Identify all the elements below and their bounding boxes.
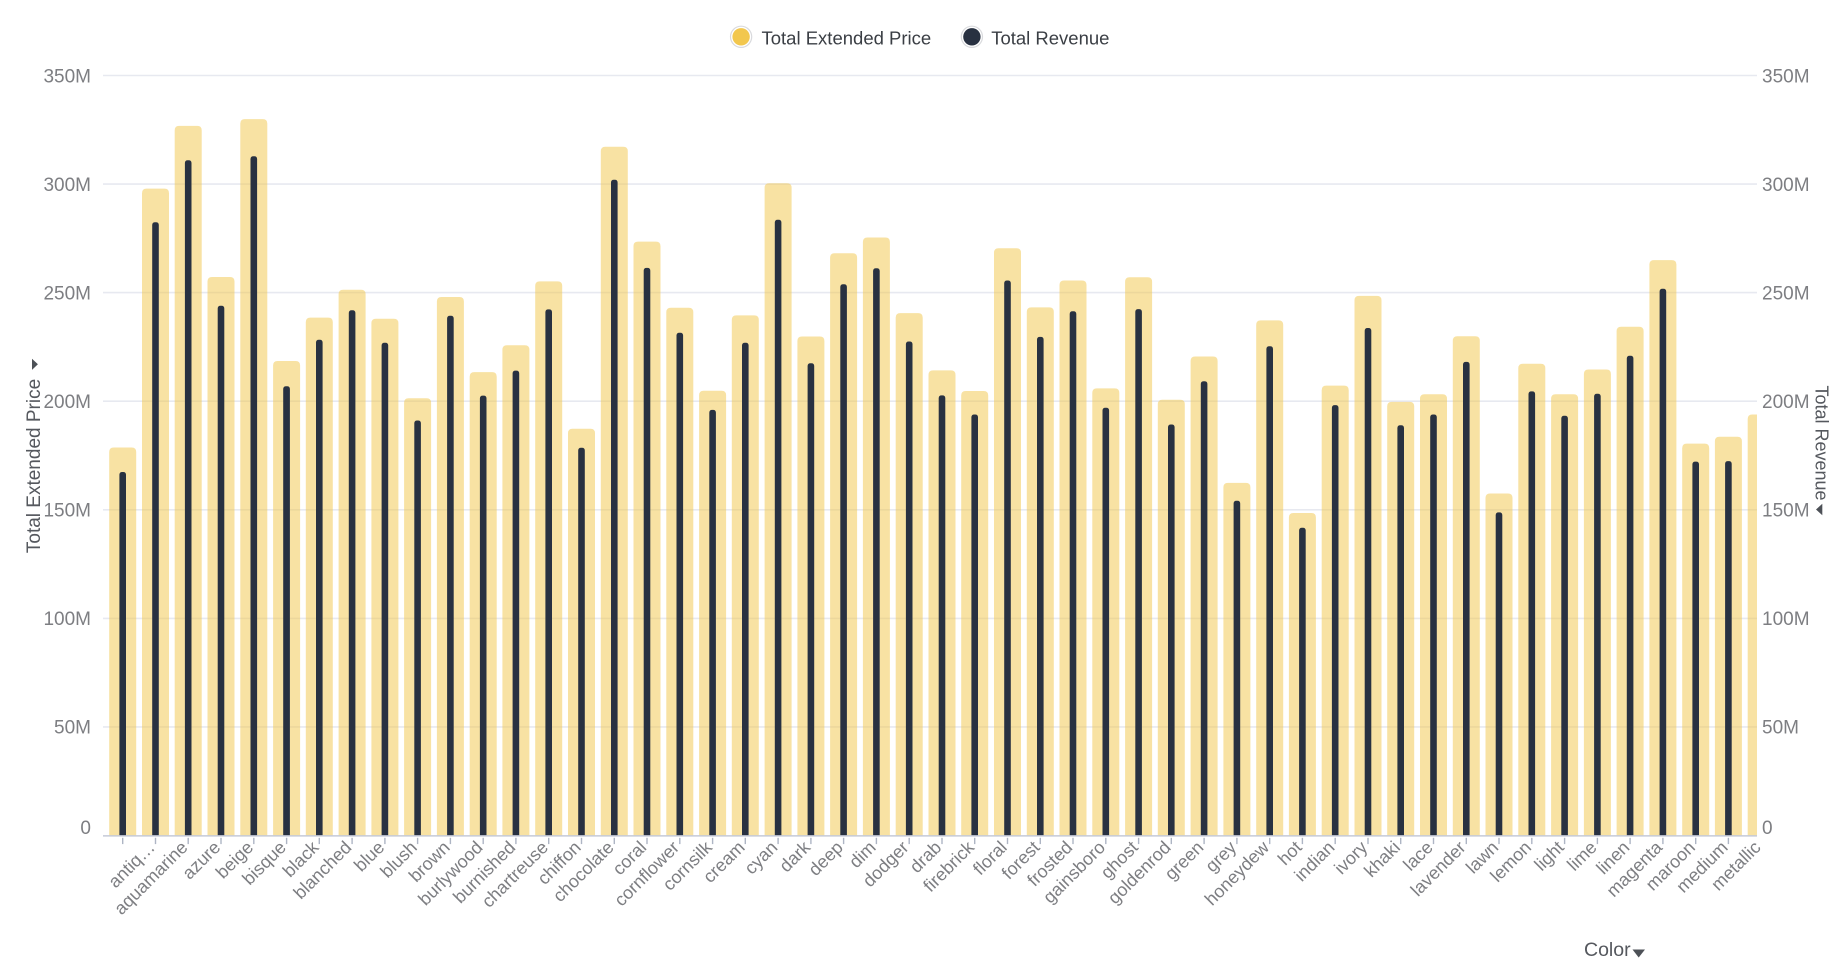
svg-text:150M: 150M: [1762, 501, 1810, 522]
svg-text:100M: 100M: [1762, 609, 1810, 630]
svg-text:Total Extended Price: Total Extended Price: [762, 28, 932, 49]
svg-text:0: 0: [1762, 818, 1773, 839]
svg-text:300M: 300M: [1762, 175, 1810, 196]
svg-text:Total Extended Price: Total Extended Price: [24, 379, 45, 553]
svg-text:250M: 250M: [43, 283, 91, 304]
svg-text:350M: 350M: [43, 66, 91, 87]
svg-text:150M: 150M: [43, 501, 91, 522]
svg-text:Color: Color: [1584, 939, 1631, 961]
svg-text:200M: 200M: [43, 392, 91, 413]
svg-text:Total Revenue: Total Revenue: [991, 28, 1109, 49]
svg-text:50M: 50M: [1762, 718, 1799, 739]
svg-text:50M: 50M: [54, 718, 91, 739]
svg-text:200M: 200M: [1762, 392, 1810, 413]
svg-text:Total Revenue: Total Revenue: [1812, 385, 1832, 500]
svg-text:100M: 100M: [43, 609, 91, 630]
svg-text:300M: 300M: [43, 175, 91, 196]
svg-text:0: 0: [80, 818, 91, 839]
svg-text:250M: 250M: [1762, 283, 1810, 304]
svg-text:350M: 350M: [1762, 66, 1810, 87]
